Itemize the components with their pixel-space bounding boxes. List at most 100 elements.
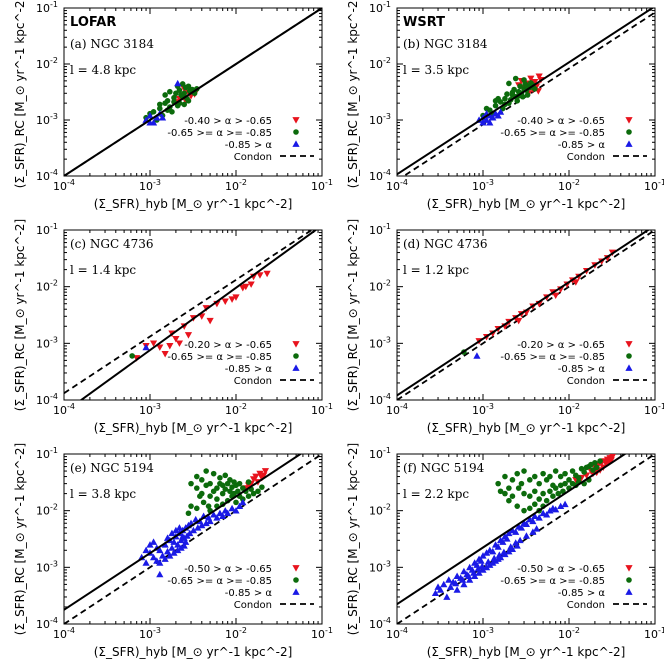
- legend-entry: -0.50 > α > -0.65: [184, 564, 272, 575]
- series-2: [495, 458, 603, 514]
- y-tick-label: 10-1: [36, 446, 58, 461]
- data-point: [518, 480, 525, 487]
- panel-title: (d) NGC 4736: [403, 237, 487, 251]
- x-tick-label: 10-2: [225, 178, 247, 193]
- data-point: [483, 105, 490, 112]
- data-point: [529, 528, 537, 535]
- scale-label: l = 1.2 kpc: [403, 263, 469, 277]
- scale-label: l = 1.4 kpc: [70, 263, 136, 277]
- data-point: [198, 521, 206, 529]
- series-3: [431, 500, 569, 600]
- data-point: [193, 473, 200, 480]
- data-point: [552, 485, 559, 491]
- x-tick-label: 10-3: [472, 626, 494, 641]
- legend-entry: Condon: [567, 376, 605, 387]
- data-point: [517, 524, 526, 531]
- data-point: [260, 472, 268, 479]
- plot-frame: [396, 229, 656, 401]
- data-point: [174, 546, 182, 554]
- data-point: [292, 341, 300, 348]
- data-point: [531, 488, 538, 495]
- data-point: [521, 490, 527, 497]
- data-point: [460, 567, 468, 575]
- data-point: [609, 454, 616, 461]
- y-axis-label: (Σ_SFR)_RC [M_⊙ yr^-1 kpc^-2]: [346, 0, 360, 188]
- fit-line: [64, 454, 303, 611]
- data-point: [486, 118, 494, 126]
- chart-panel-3: 10-410-4 10-3 10-3 10-2 10-2 10-1 10-1 (Σ_SFR)_…: [13, 219, 333, 435]
- legend-entry: Condon: [567, 600, 605, 611]
- data-point: [228, 504, 236, 512]
- data-point: [163, 547, 172, 555]
- data-point: [170, 549, 178, 556]
- data-point: [292, 565, 300, 572]
- data-point: [502, 95, 508, 102]
- legend-entry: -0.85 > α: [225, 588, 273, 599]
- fit-line: [397, 230, 650, 397]
- legend-entry: -0.65 >= α >= -0.85: [167, 576, 272, 587]
- data-point: [221, 298, 229, 305]
- data-point: [470, 569, 478, 576]
- data-point: [197, 493, 203, 500]
- data-point: [175, 524, 184, 531]
- data-point: [569, 468, 576, 474]
- panel-title: (a) NGC 3184: [70, 37, 154, 51]
- data-point: [233, 499, 239, 506]
- series-2: [480, 75, 538, 119]
- data-point: [506, 497, 512, 504]
- data-point: [512, 528, 520, 535]
- data-point: [193, 505, 200, 512]
- data-point: [560, 488, 566, 495]
- data-point: [626, 353, 632, 359]
- data-point: [625, 364, 633, 371]
- data-point: [514, 470, 521, 477]
- x-tick-label: 10-4: [53, 402, 75, 417]
- data-layer: [397, 8, 655, 176]
- data-point: [626, 577, 632, 583]
- data-point: [451, 579, 460, 587]
- data-point: [292, 117, 300, 124]
- data-point: [512, 75, 519, 82]
- data-point: [206, 317, 214, 325]
- data-point: [512, 539, 520, 546]
- data-point: [517, 83, 523, 90]
- data-point: [547, 488, 553, 495]
- data-point: [557, 473, 564, 480]
- data-point: [607, 457, 615, 464]
- chart-panel-6: 10-410-4 10-3 10-3 10-2 10-2 10-1 10-1 (Σ_SFR)_…: [346, 443, 664, 659]
- legend-entry: -0.40 > α > -0.65: [184, 116, 272, 127]
- data-point: [494, 111, 502, 119]
- data-point: [500, 548, 508, 556]
- x-tick-label: 10-4: [53, 626, 75, 641]
- plot-frame: [396, 453, 656, 625]
- plot-frame: [63, 7, 323, 177]
- x-tick-label: 10-3: [139, 178, 161, 193]
- plot-frame: [396, 7, 656, 177]
- data-point: [597, 458, 603, 464]
- data-point: [207, 493, 213, 500]
- data-point: [175, 340, 184, 347]
- x-tick-label: 10-2: [558, 402, 580, 417]
- y-tick-label: 10-2: [36, 503, 58, 518]
- panel-title: (f) NGC 5194: [403, 461, 485, 475]
- data-point: [247, 281, 255, 288]
- x-tick-label: 10-1: [644, 626, 664, 641]
- y-axis-label: (Σ_SFR)_RC [M_⊙ yr^-1 kpc^-2]: [346, 443, 360, 635]
- data-point: [588, 461, 594, 468]
- data-point: [552, 292, 560, 300]
- y-tick-label: 10-3: [36, 335, 58, 350]
- y-axis-label: (Σ_SFR)_RC [M_⊙ yr^-1 kpc^-2]: [13, 443, 27, 635]
- data-point: [292, 140, 300, 147]
- x-axis-label: (Σ_SFR)_hyb [M_⊙ yr^-1 kpc^-2]: [427, 645, 626, 659]
- data-point: [149, 553, 158, 561]
- data-point: [496, 108, 505, 115]
- data-point: [156, 559, 164, 566]
- x-tick-label: 10-1: [311, 402, 333, 417]
- data-point: [557, 502, 565, 510]
- data-point: [532, 525, 541, 532]
- data-point: [479, 118, 487, 126]
- data-point: [245, 493, 252, 500]
- data-point: [543, 511, 551, 518]
- chart-panel-1: 10-410-4 10-3 10-3 10-2 10-2 10-1 10-1 (Σ_SFR)_…: [13, 0, 333, 211]
- data-point: [142, 559, 150, 566]
